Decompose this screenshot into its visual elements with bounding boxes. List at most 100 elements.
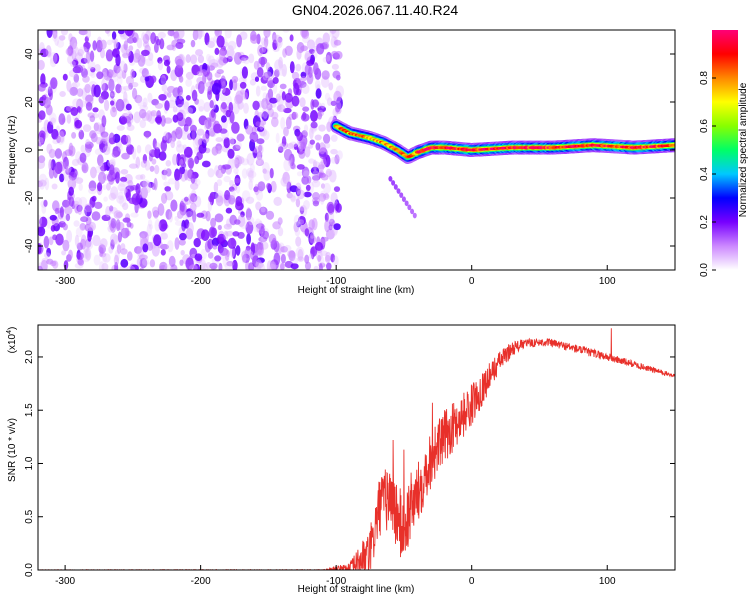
spectrogram-cell: [154, 164, 160, 175]
spectrogram-cell: [82, 75, 90, 83]
spectrogram-cell: [311, 180, 321, 188]
spectrogram-cell: [202, 262, 208, 270]
spectrogram-cell: [97, 154, 104, 167]
spectrogram-cell: [67, 178, 77, 190]
spectrogram-cell: [110, 90, 115, 99]
spectrogram-cell: [193, 237, 201, 248]
spectrogram-cell: [249, 79, 256, 86]
x-tick-label: -300: [55, 576, 75, 587]
spectrogram-cell: [235, 141, 242, 149]
spectrogram-cell: [207, 168, 215, 178]
spectrogram-cell: [115, 98, 125, 112]
spectrogram-cell: [216, 69, 224, 75]
spectrogram-cell: [49, 214, 57, 221]
spectrogram-cell: [178, 239, 186, 246]
spectrogram-cell: [320, 174, 329, 181]
spectrogram-cell: [281, 63, 287, 77]
spectrogram-cell: [298, 219, 305, 225]
spectrogram-cell: [147, 92, 153, 103]
spectrogram-cell: [111, 31, 117, 40]
spectrogram-cell: [124, 227, 130, 238]
spectrogram-cell: [176, 112, 184, 122]
spectrogram-cell: [84, 36, 89, 43]
spectrogram-cell: [303, 124, 309, 133]
spectrogram-cell: [66, 177, 73, 187]
spectrogram-cell: [269, 97, 278, 104]
spectrogram-cell: [80, 57, 88, 64]
spectrogram-cell: [61, 250, 67, 256]
x-tick-label: 100: [599, 576, 616, 587]
spectrogram-cell: [324, 254, 331, 263]
spectrogram-cell: [46, 216, 51, 229]
spectrogram-cell: [160, 74, 167, 86]
spectrogram-cell: [245, 196, 255, 204]
spectrogram-cell: [169, 96, 177, 102]
spectrogram-cell: [300, 113, 310, 122]
spectrogram-cell: [60, 30, 69, 36]
spectrogram-cell: [314, 241, 324, 251]
spectrogram-cell: [175, 126, 183, 140]
spectrogram-cell: [49, 88, 53, 101]
spectrogram-cell: [229, 138, 237, 145]
spectrogram-cell: [59, 91, 66, 97]
spectrogram-cell: [217, 233, 226, 245]
spectrogram-cell: [245, 208, 252, 221]
spectrogram-cell: [168, 210, 173, 223]
spectrogram-cell: [123, 63, 128, 73]
spectrogram-cell: [78, 196, 88, 207]
spectrogram-cell: [238, 77, 246, 83]
spectrogram-cell: [85, 30, 91, 39]
spectrogram-cell: [101, 132, 108, 145]
spectrogram-cell: [147, 241, 153, 251]
spectrogram-cell: [232, 231, 240, 237]
spectrogram-cell: [203, 101, 211, 113]
spectrogram-cell: [191, 89, 198, 102]
spectrogram-cell: [228, 186, 235, 192]
spectrogram-cell: [240, 57, 247, 64]
snr-xlabel: Height of straight line (km): [298, 584, 415, 595]
spectrogram-cell: [143, 41, 150, 48]
spectrogram-cell: [263, 170, 271, 181]
spectrogram-cell: [320, 102, 326, 109]
spectrogram-cell: [241, 190, 251, 202]
spectrogram-cell: [331, 156, 337, 164]
spectrogram-cell: [87, 60, 96, 70]
spectrogram-cell: [305, 184, 311, 191]
spectrogram-cell: [106, 69, 114, 78]
spectrogram-cell: [290, 195, 296, 203]
spectrogram-cell: [79, 223, 86, 231]
colorbar-ticks: 0.0 0.2 0.4 0.6 0.8: [699, 71, 716, 277]
spectrogram-cell: [283, 107, 292, 114]
spectrogram-cell: [76, 88, 84, 97]
spectrogram-cell: [209, 37, 215, 48]
spectrogram-cell: [218, 262, 223, 270]
spectrogram-cell: [318, 161, 325, 172]
spectrogram-cell: [144, 160, 151, 171]
spectrogram-cell: [83, 53, 90, 64]
spectrogram-cell: [77, 205, 83, 216]
spectrogram-cell: [91, 211, 101, 221]
spectrogram-cell: [283, 148, 293, 161]
spectrogram-cell: [104, 139, 111, 152]
x-tick-label: -100: [326, 576, 346, 587]
spectrogram-cell: [150, 32, 157, 45]
spectrogram-cell: [299, 206, 305, 215]
spectrogram-cell: [74, 119, 83, 129]
spectrogram-cell: [277, 104, 286, 113]
spectrogram-cell: [98, 95, 105, 104]
spectrogram-cell: [317, 111, 323, 120]
spectrogram-cell: [233, 167, 239, 174]
spectrogram-cell: [237, 100, 244, 110]
spectrogram-cell: [52, 234, 57, 241]
spectrogram-cell: [146, 223, 152, 237]
spectrogram-cell: [77, 48, 84, 57]
spectrogram-cell: [40, 73, 46, 86]
spectrogram-cell: [193, 178, 201, 186]
spectrogram-cell: [227, 237, 237, 249]
spectrogram-cell: [209, 262, 218, 270]
spectrogram-cell: [166, 65, 171, 74]
spectrogram-cell: [106, 182, 111, 191]
spectrogram-cell: [157, 31, 166, 39]
spectrogram-cell: [167, 92, 172, 98]
spectrogram-cell: [116, 244, 122, 255]
